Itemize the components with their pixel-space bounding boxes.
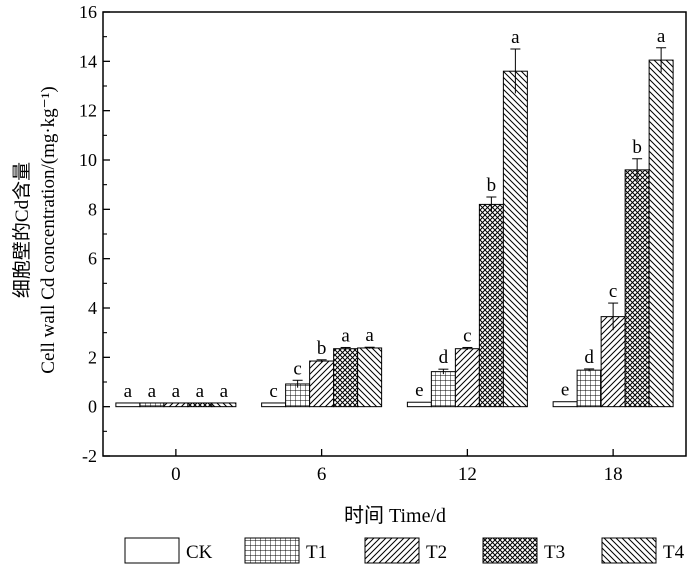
significance-letter: a (657, 26, 666, 47)
bar-t4-day-0 (211, 402, 237, 408)
y-tick-label: 4 (88, 298, 97, 318)
legend-swatch-t3 (482, 537, 538, 564)
significance-letter: d (439, 347, 449, 368)
legend-swatch-ck (124, 537, 180, 564)
error-bars-layer (292, 47, 667, 388)
bar-t3-day-18 (624, 169, 650, 408)
bar-t3-day-0 (187, 402, 213, 408)
legend-label-t3: T3 (544, 542, 565, 563)
significance-letter: c (269, 381, 277, 402)
bar-ck-day-12 (406, 401, 432, 408)
x-tick-label: 0 (171, 464, 181, 485)
y-tick-label: 10 (79, 150, 97, 170)
bar-t1-day-0 (139, 402, 165, 408)
bar-ck-day-18 (552, 401, 578, 408)
y-tick-label: 6 (88, 249, 97, 269)
x-tick-label: 6 (317, 464, 327, 485)
y-axis-label: 细胞壁的Cd含量 Cell wall Cd concentration/(mg·… (11, 86, 59, 373)
significance-letter: a (148, 381, 157, 402)
legend-swatch-t1 (244, 537, 300, 564)
bar-ck-day-6 (261, 402, 287, 408)
y-axis: -2 0 2 4 6 8 10 12 14 16 (79, 2, 110, 466)
bar-t4-day-12 (502, 70, 528, 408)
x-tick-label: 18 (604, 464, 623, 485)
legend-label-t1: T1 (306, 542, 327, 563)
y-tick-label: 8 (88, 199, 97, 219)
significance-letter: a (511, 27, 520, 48)
bar-t2-day-12 (454, 348, 480, 408)
y-tick-label: 14 (79, 51, 97, 71)
bars-layer (115, 59, 674, 408)
significance-letter: e (415, 380, 423, 401)
bar-t2-day-18 (600, 316, 626, 408)
y-axis-label-cn: 细胞壁的Cd含量 (11, 162, 33, 298)
bar-t2-day-6 (309, 360, 335, 408)
significance-letter: d (584, 347, 594, 368)
significance-letter: b (487, 175, 497, 196)
bar-t4-day-6 (357, 347, 383, 408)
legend-label-t2: T2 (426, 542, 447, 563)
y-tick-label: 2 (88, 347, 97, 367)
x-tick-label: 12 (458, 464, 477, 485)
bar-ck-day-0 (115, 402, 141, 408)
significance-letter: c (293, 358, 301, 379)
y-tick-label: 0 (88, 397, 97, 417)
bar-t1-day-18 (576, 369, 602, 408)
bar-t1-day-12 (430, 371, 456, 408)
y-tick-label: 12 (79, 101, 97, 121)
significance-letter: e (561, 380, 569, 401)
significance-letter: a (220, 381, 229, 402)
significance-letter: a (124, 381, 133, 402)
x-axis-label: 时间 Time/d (344, 504, 446, 527)
significance-letter: b (632, 137, 642, 158)
x-axis: 0 6 12 18 (171, 449, 623, 485)
legend-swatch-t2 (364, 537, 420, 564)
legend: CK T1 T2 T3 T4 (124, 537, 685, 564)
y-tick-label: -2 (82, 446, 97, 466)
significance-letter: a (341, 325, 350, 346)
bar-t3-day-12 (478, 203, 504, 408)
y-axis-label-en: Cell wall Cd concentration/(mg·kg⁻¹) (38, 86, 59, 373)
bar-t2-day-0 (163, 402, 189, 408)
significance-letter: c (609, 281, 617, 302)
y-tick-label: 16 (79, 2, 97, 22)
significance-letter: a (172, 381, 181, 402)
legend-swatch-t4 (601, 537, 657, 564)
bar-t4-day-18 (648, 59, 674, 408)
significance-letter: a (196, 381, 205, 402)
significance-letter: b (317, 338, 327, 359)
legend-label-t4: T4 (663, 542, 685, 563)
significance-letter: a (365, 325, 374, 346)
significance-letter: c (463, 325, 471, 346)
legend-label-ck: CK (186, 542, 213, 563)
bar-t3-day-6 (333, 348, 359, 408)
